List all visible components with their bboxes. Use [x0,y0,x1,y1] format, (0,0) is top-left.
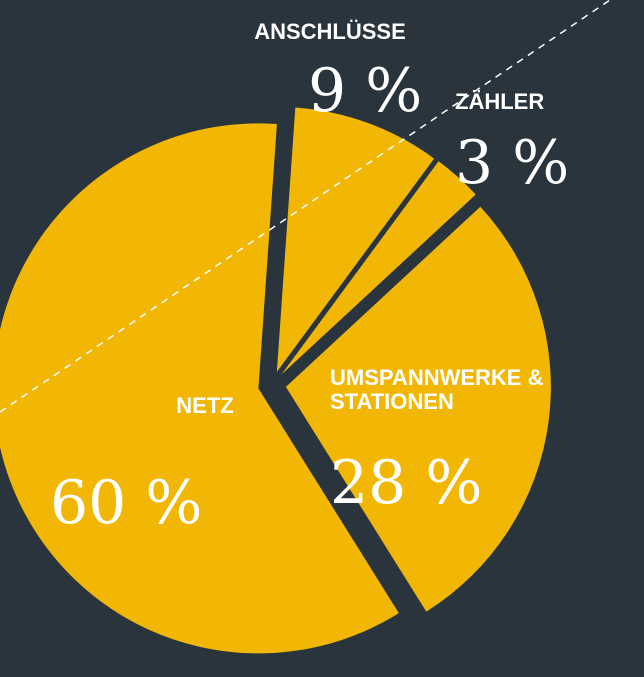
value-label: 60 % [50,472,202,534]
category-label: ANSCHLÜSSE [230,20,430,44]
page: ANSCHLÜSSE 9 % ZÄHLER 3 % UMSPANNWERKE & STA… [0,0,644,677]
category-label: ZÄHLER [455,90,575,114]
category-label: NETZ [150,394,260,418]
value-label: 9 % [308,60,422,122]
value-label: 28 % [330,452,482,514]
category-label: UMSPANNWERKE & STATIONEN [330,366,644,414]
value-label: 3 % [455,132,569,194]
